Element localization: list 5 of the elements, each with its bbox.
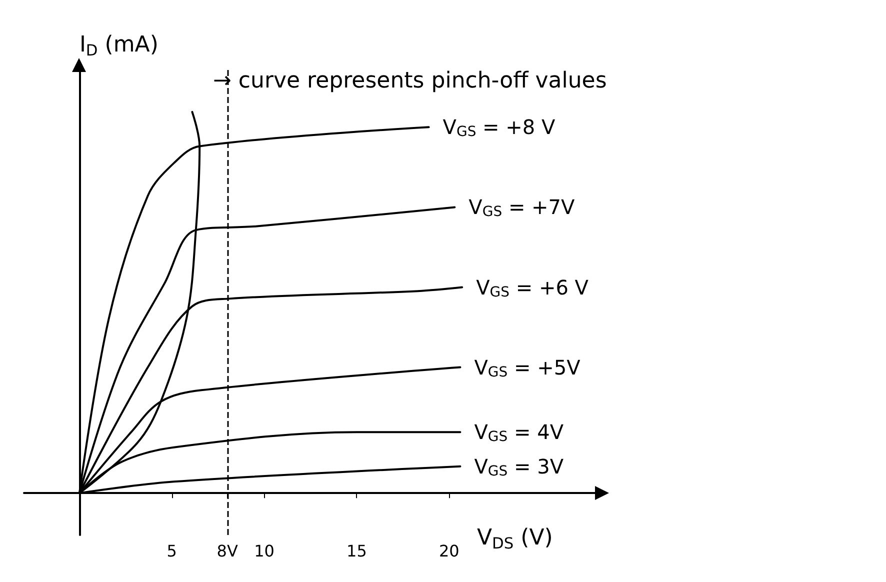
x-tick-label: 15 — [346, 542, 367, 560]
x-tick-label: 20 — [438, 542, 460, 560]
x-tick-label: 10 — [254, 542, 274, 560]
x-tick-label: 8V — [216, 542, 238, 560]
x-tick-label: 5 — [166, 542, 177, 560]
